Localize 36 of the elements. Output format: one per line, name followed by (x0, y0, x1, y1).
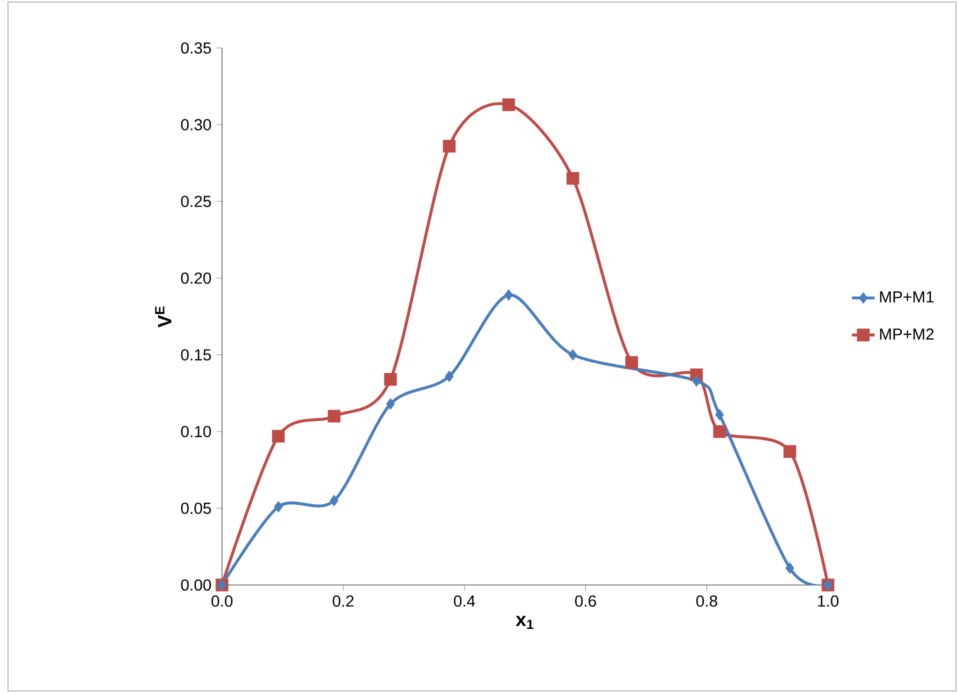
legend-label: MP+M2 (880, 328, 934, 340)
x-tick-label: 0.4 (454, 595, 476, 607)
point (785, 562, 794, 574)
point (328, 410, 340, 423)
point (625, 356, 638, 369)
legend-label: MP+M1 (880, 291, 934, 302)
y-tick-label: 0.20 (181, 272, 211, 284)
y-tick-label: 0.05 (181, 502, 211, 514)
y-tick-label: 0.10 (181, 426, 211, 438)
y-tick-label: 0.30 (181, 119, 211, 130)
point (566, 172, 580, 185)
point (330, 494, 338, 506)
y-tick-label: 0.35 (181, 42, 211, 54)
x-tick-label: 1.0 (818, 595, 838, 607)
point (502, 98, 515, 112)
y-axis-title: V$^{E}$ (155, 306, 172, 328)
x-tick-label: 0.6 (575, 595, 596, 607)
y-tick-label: 0.25 (181, 196, 211, 208)
point (568, 349, 578, 361)
point (386, 398, 395, 410)
point (442, 140, 456, 153)
x-tick-label: 0.2 (332, 595, 354, 607)
point (272, 430, 285, 442)
x-tick-label: 0.0 (212, 595, 233, 607)
point (715, 409, 724, 420)
point (713, 425, 726, 438)
point (692, 375, 701, 387)
point (444, 370, 454, 382)
y-tick-label: 0.15 (181, 349, 211, 360)
point (504, 289, 513, 301)
point (274, 501, 283, 512)
y-tick-label: 0.00 (181, 579, 211, 591)
point (384, 373, 397, 386)
x-tick-label: 0.8 (696, 595, 718, 607)
x-axis-title: x$_{1}$ (516, 616, 534, 629)
point (783, 445, 796, 458)
